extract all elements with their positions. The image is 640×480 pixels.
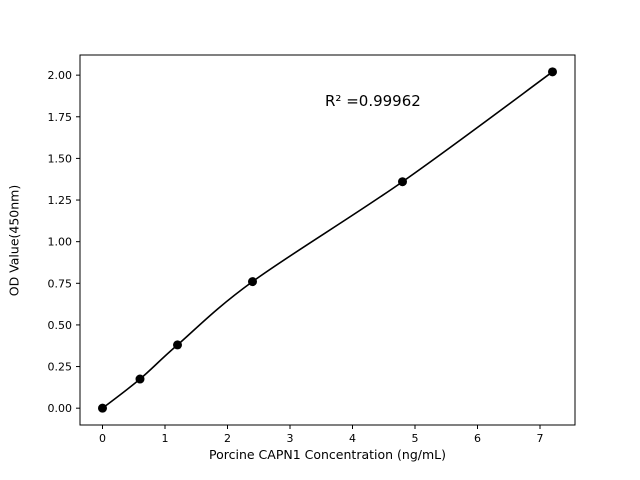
x-axis-label: Porcine CAPN1 Concentration (ng/mL) bbox=[209, 447, 446, 462]
y-tick-label: 1.25 bbox=[48, 194, 73, 207]
data-point bbox=[135, 374, 145, 384]
data-point bbox=[173, 340, 182, 350]
y-tick-label: 0.75 bbox=[48, 277, 73, 290]
y-tick-label: 0.50 bbox=[48, 319, 73, 332]
y-axis-label: OD Value(450nm) bbox=[6, 184, 22, 297]
x-tick-label: 7 bbox=[537, 432, 544, 445]
data-point bbox=[248, 277, 257, 287]
x-tick-label: 2 bbox=[224, 432, 231, 445]
y-tick-label: 1.75 bbox=[48, 111, 73, 124]
x-tick-label: 0 bbox=[99, 432, 106, 445]
data-point bbox=[548, 67, 557, 77]
data-point bbox=[398, 177, 407, 187]
y-tick-label: 1.50 bbox=[48, 152, 73, 165]
r-squared-annotation: R² =0.99962 bbox=[325, 92, 421, 110]
fit-line bbox=[102, 71, 553, 409]
y-tick-label: 0.00 bbox=[48, 402, 73, 415]
x-tick-label: 6 bbox=[474, 432, 481, 445]
y-tick-label: 1.00 bbox=[48, 236, 73, 249]
x-tick-label: 1 bbox=[162, 432, 169, 445]
y-tick-label: 2.00 bbox=[48, 69, 73, 82]
x-tick-label: 4 bbox=[349, 432, 356, 445]
axes-frame bbox=[79, 54, 576, 426]
y-tick-label: 0.25 bbox=[48, 361, 73, 374]
x-tick-label: 5 bbox=[412, 432, 419, 445]
x-tick-label: 3 bbox=[287, 432, 294, 445]
data-point bbox=[98, 403, 107, 413]
